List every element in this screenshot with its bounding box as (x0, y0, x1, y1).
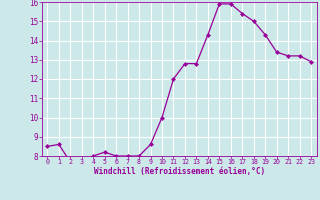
X-axis label: Windchill (Refroidissement éolien,°C): Windchill (Refroidissement éolien,°C) (94, 167, 265, 176)
